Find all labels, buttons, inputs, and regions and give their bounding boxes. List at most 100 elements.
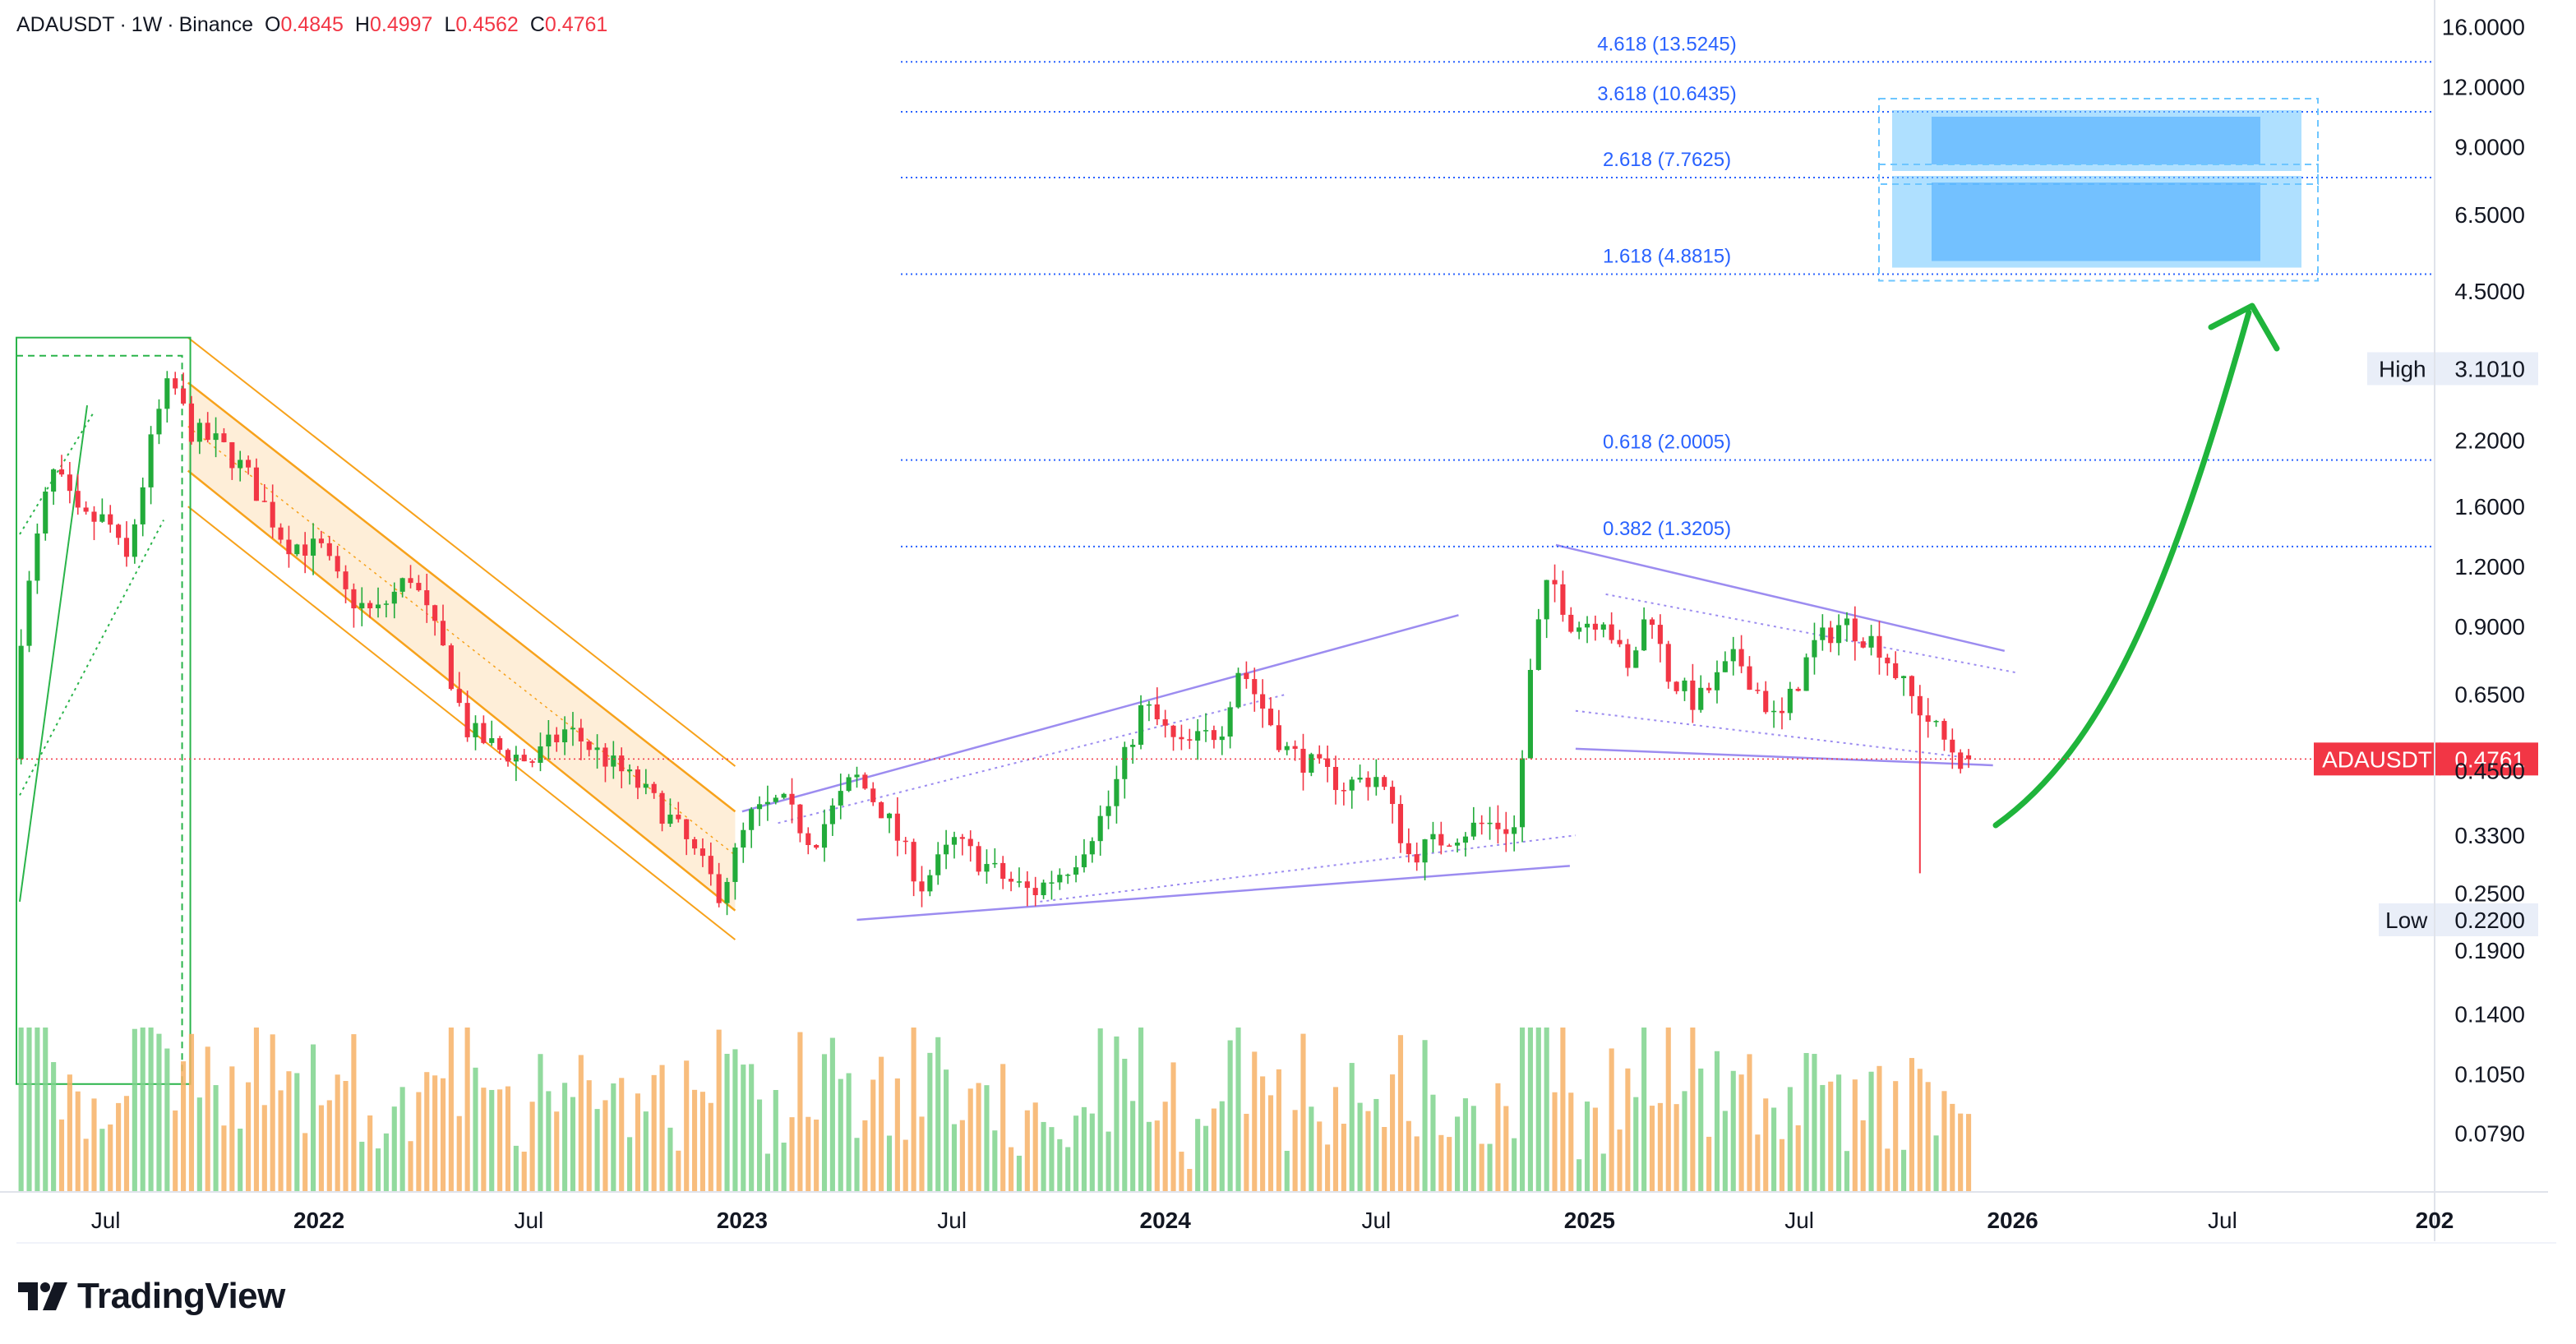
descending-channel[interactable] <box>16 336 736 1085</box>
high-tag-label: High <box>2379 357 2426 382</box>
wedge-upper-line[interactable] <box>741 614 1459 813</box>
volume-bar <box>1714 1051 1720 1192</box>
candle-body <box>238 460 243 469</box>
volume-bar <box>724 1054 730 1192</box>
candle-body <box>1292 746 1298 749</box>
channel-outer-line[interactable] <box>187 336 736 767</box>
time-tick-label: Jul <box>937 1208 967 1233</box>
channel-fill[interactable] <box>187 382 736 911</box>
candle-body <box>1649 619 1655 626</box>
volume-bar <box>594 1109 600 1192</box>
symbol-name: ADAUSDT <box>16 13 115 36</box>
volume-bar <box>976 1083 981 1192</box>
candle-body <box>416 583 422 591</box>
volume-bar <box>651 1074 657 1192</box>
candle-body <box>67 474 72 492</box>
candle-body <box>627 769 633 772</box>
candle-body <box>846 777 852 792</box>
time-tick-label: Jul <box>514 1208 543 1233</box>
target-zone-core[interactable] <box>1932 117 2260 164</box>
candle-body <box>1487 822 1493 824</box>
volume-bar <box>1877 1065 1882 1192</box>
volume-bar <box>1512 1138 1517 1192</box>
candle-body <box>253 467 260 501</box>
candle-body <box>716 874 722 903</box>
fib-extension-levels[interactable]: 4.618 (13.5245) 3.618 (10.6435) 2.618 (7.7… <box>901 33 2435 547</box>
volume-bar <box>123 1096 130 1192</box>
candle-body <box>123 538 130 557</box>
projection-arrow[interactable] <box>1992 303 2280 829</box>
candle-body <box>1852 618 1858 642</box>
rally-range-dashed[interactable] <box>16 354 183 1084</box>
candle-body <box>1227 707 1233 737</box>
target-zones[interactable] <box>1878 98 2319 282</box>
falling-wedge-upper[interactable] <box>1555 543 2006 653</box>
volume-bar <box>221 1125 227 1192</box>
candle-body <box>1300 748 1306 774</box>
volume-bar <box>173 1110 178 1192</box>
candle-body <box>196 423 202 442</box>
volume-bar <box>570 1097 576 1192</box>
rally-trendline[interactable] <box>19 520 165 796</box>
candle-body <box>1747 666 1752 690</box>
rally-range-box[interactable] <box>16 336 192 1085</box>
tradingview-logo[interactable]: TradingView <box>18 1276 285 1317</box>
candle-body <box>1349 779 1355 791</box>
volume-bar <box>148 1028 154 1192</box>
rally-trendline[interactable] <box>19 405 89 903</box>
candle-body <box>708 856 713 875</box>
fib-level-label: 2.618 (7.7625) <box>1603 149 1731 171</box>
channel-boundary[interactable] <box>187 381 736 813</box>
falling-wedge-inner[interactable] <box>1605 593 2018 674</box>
rally-trendline[interactable] <box>19 413 94 535</box>
price-tick-label: 0.4500 <box>2454 759 2525 784</box>
volume-bar <box>1673 1104 1679 1192</box>
candle-body <box>854 774 860 778</box>
candle-body <box>538 746 543 763</box>
candle-body <box>659 792 665 824</box>
volume-bar <box>1422 1040 1428 1192</box>
candle-body <box>181 388 187 404</box>
target-zone-core[interactable] <box>1932 182 2260 261</box>
symbol-price-tag-label: ADAUSDT <box>2322 746 2432 772</box>
candle-body <box>586 741 592 751</box>
symbol-header[interactable]: ADAUSDT · 1W · Binance O0.4845 H0.4997 L0.4562 C… <box>16 13 612 37</box>
time-tick-label: 2024 <box>1140 1208 1192 1233</box>
channel-outer-line[interactable] <box>187 506 736 940</box>
volume-bar <box>1170 1062 1176 1192</box>
candle-body <box>756 804 763 810</box>
target-zone-outline[interactable] <box>1878 163 2319 282</box>
target-zone-outline[interactable] <box>1878 98 2319 185</box>
volume-bar <box>1300 1033 1306 1192</box>
volume-bar <box>58 1119 65 1192</box>
volume-bar <box>1600 1153 1606 1192</box>
projection-arrow-shaft[interactable] <box>1992 309 2252 829</box>
interval-label: 1W <box>131 13 163 36</box>
candle-body <box>1657 625 1663 644</box>
wedge-inner-line[interactable] <box>778 693 1287 824</box>
projection-arrow-head[interactable] <box>2208 303 2280 352</box>
candle-body <box>1900 676 1907 678</box>
trendline-patterns[interactable] <box>741 543 2018 921</box>
volume-bar <box>829 1037 835 1192</box>
volume-bar <box>1965 1114 1972 1192</box>
channel-midline[interactable] <box>187 426 736 856</box>
wedge-inner-line[interactable] <box>1040 834 1577 903</box>
fib-level-label: 0.382 (1.3205) <box>1603 518 1731 540</box>
candle-body <box>75 491 81 508</box>
volume-bar <box>351 1034 357 1192</box>
falling-wedge-lower[interactable] <box>1575 747 1993 767</box>
volume-bar <box>821 1054 828 1192</box>
volume-bar <box>164 1048 170 1192</box>
volume-bar <box>1560 1028 1566 1192</box>
wedge-lower-line[interactable] <box>856 865 1570 921</box>
candle-body <box>367 603 373 609</box>
candle-body <box>1925 715 1931 722</box>
current-price-tag <box>2440 742 2538 776</box>
volume-bar <box>1089 1113 1095 1192</box>
close-value: 0.4761 <box>544 13 608 36</box>
time-tick-label: Jul <box>1361 1208 1391 1233</box>
candle-body <box>570 727 576 730</box>
candle-body <box>1447 845 1452 848</box>
